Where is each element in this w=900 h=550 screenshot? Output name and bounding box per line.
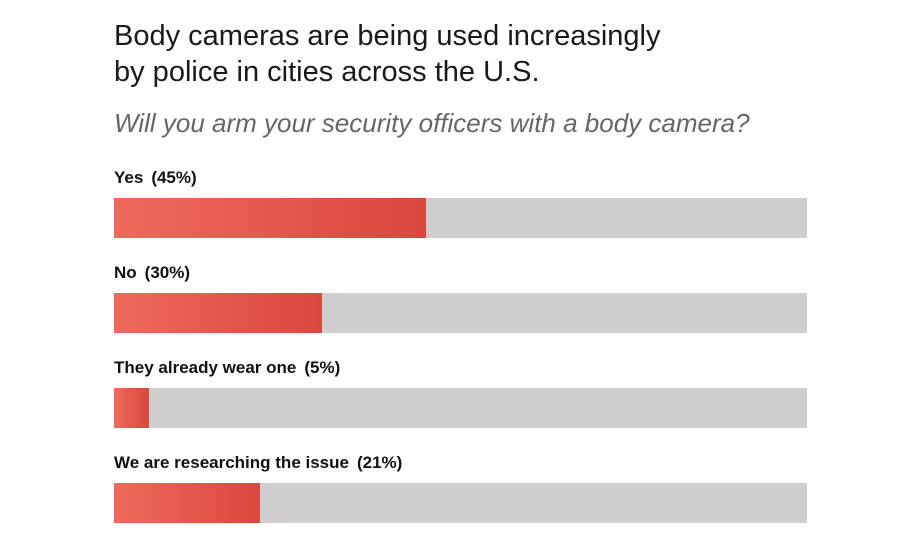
poll-option-already-wear: They already wear one (5%): [114, 356, 807, 451]
bar-fill-yes: [114, 198, 426, 238]
option-percent: (45%): [151, 168, 197, 187]
bar-fill-already-wear: [114, 388, 149, 428]
bar-track: [114, 388, 807, 428]
bar-fill-no: [114, 293, 322, 333]
option-text: We are researching the issue: [114, 453, 349, 472]
poll-option-yes: Yes (45%): [114, 166, 807, 261]
bar-track: [114, 198, 807, 238]
bar-fill-researching: [114, 483, 260, 523]
chart-title-line-1: Body cameras are being used increasingly: [114, 20, 661, 52]
poll-option-no: No (30%): [114, 261, 807, 356]
option-label: No (30%): [114, 261, 190, 285]
poll-option-researching: We are researching the issue (21%): [114, 451, 807, 546]
option-percent: (21%): [356, 453, 403, 472]
option-text: Yes: [114, 168, 144, 187]
poll-question: Will you arm your security officers with…: [114, 108, 750, 138]
option-percent: (30%): [144, 263, 191, 282]
option-percent: (5%): [304, 358, 341, 377]
bar-track: [114, 483, 807, 523]
bar-track: [114, 293, 807, 333]
poll-results: Yes (45%) No (30%) They already wear one (5…: [114, 166, 807, 546]
chart-title-line-2: by police in cities across the U.S.: [114, 56, 540, 88]
option-label: They already wear one (5%): [114, 356, 340, 380]
option-label: Yes (45%): [114, 166, 197, 190]
option-text: No: [114, 263, 137, 282]
option-label: We are researching the issue (21%): [114, 451, 402, 475]
chart-title: Body cameras are being used increasingly…: [114, 18, 814, 90]
option-text: They already wear one: [114, 358, 297, 377]
